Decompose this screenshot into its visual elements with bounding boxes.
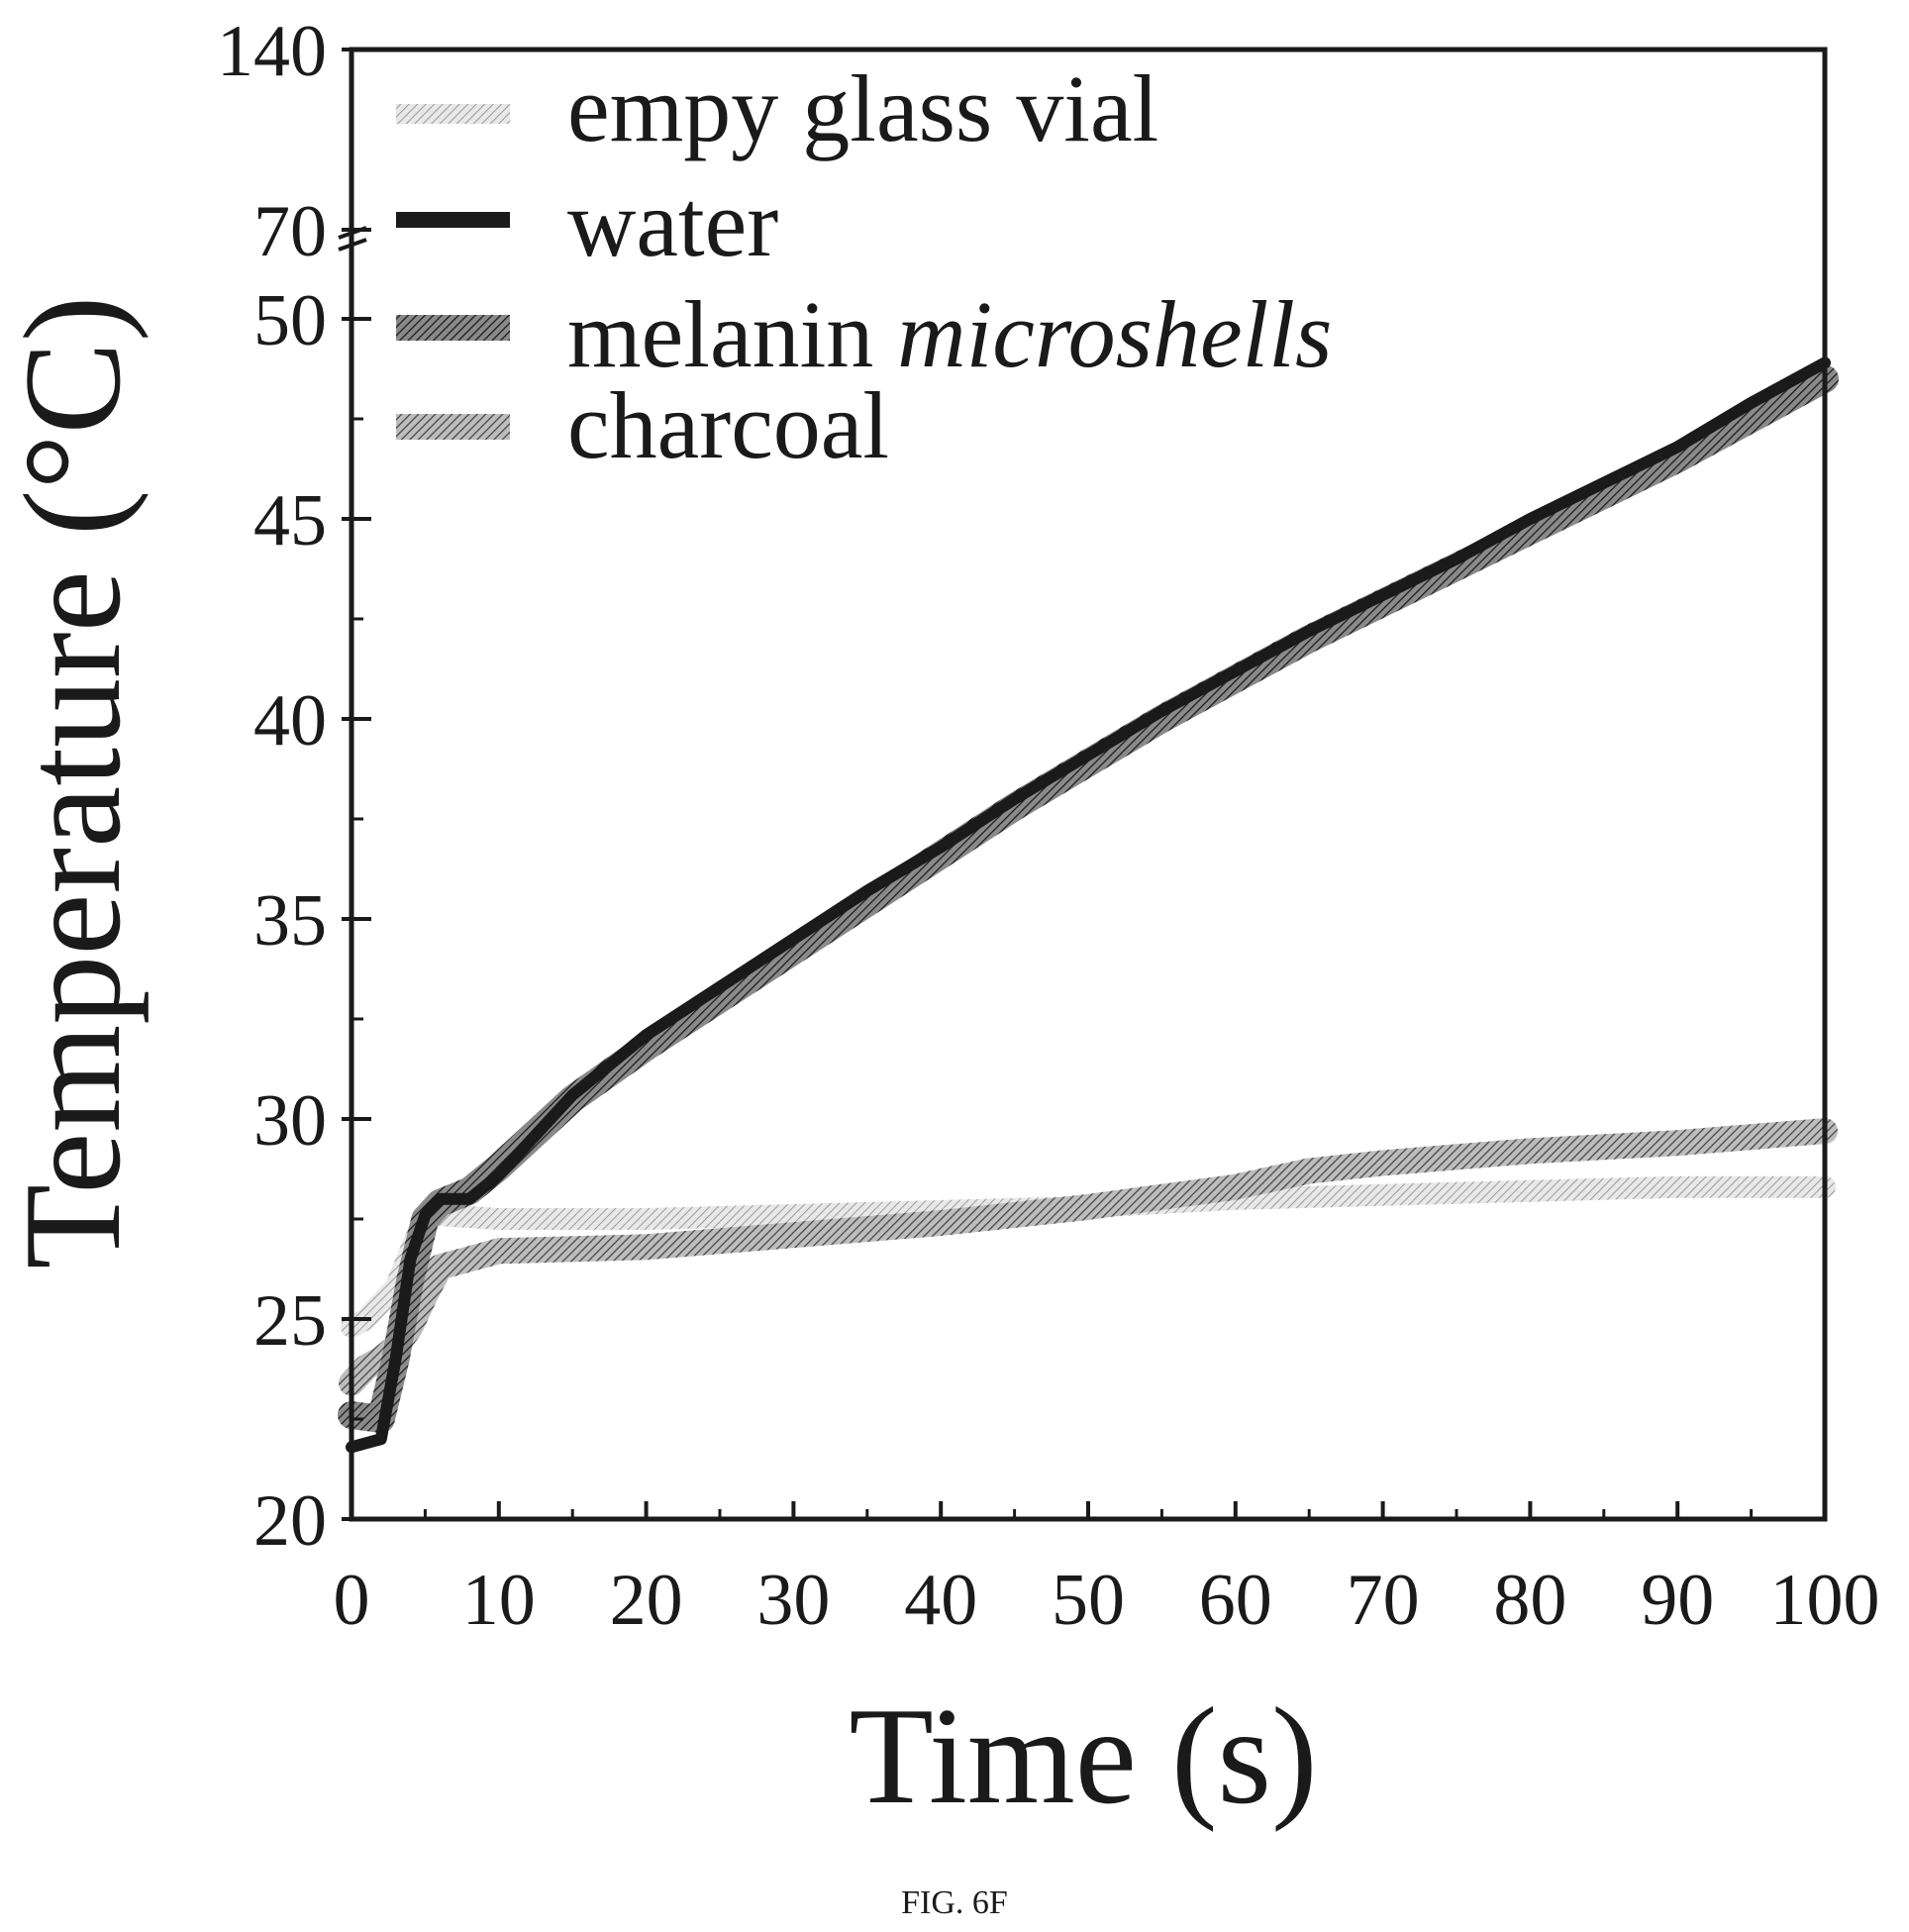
legend-item-empty-vial: empy glass vial: [396, 55, 1158, 161]
legend-swatch-charcoal: [396, 414, 510, 440]
series-line-melanin: [338, 364, 1839, 1433]
x-tick-label: 30: [756, 1560, 830, 1641]
y-tick-label: 35: [253, 880, 327, 962]
legend-item-water: water: [396, 170, 778, 276]
series-layer: [338, 356, 1839, 1454]
y-tick-label: 45: [253, 480, 327, 561]
y-tick-label: 25: [253, 1280, 327, 1362]
x-tick-label: 80: [1493, 1560, 1566, 1641]
x-tick-label: 100: [1770, 1560, 1880, 1641]
y-tick-label: 20: [253, 1480, 327, 1562]
series-line-charcoal: [339, 1118, 1838, 1396]
y-tick-label: 70: [253, 191, 327, 272]
legend-swatch-water: [396, 212, 510, 228]
legend: empy glass vial water melanin microshell…: [396, 55, 1332, 478]
legend-label-melanin: melanin microshells: [567, 281, 1332, 387]
x-tick-label: 70: [1347, 1560, 1420, 1641]
legend-item-melanin: melanin microshells: [396, 281, 1332, 387]
x-tick-label: 0: [334, 1560, 370, 1641]
y-tick-label: 50: [253, 280, 327, 361]
y-tick-label: 140: [217, 11, 327, 92]
legend-swatch-empty-vial: [396, 104, 510, 124]
figure-caption: FIG. 6F: [901, 1884, 1008, 1921]
series-line-water: [346, 356, 1831, 1454]
legend-item-charcoal: charcoal: [396, 372, 889, 478]
y-tick-label: 30: [253, 1080, 327, 1162]
x-tick-label: 60: [1199, 1560, 1272, 1641]
legend-label-water: water: [567, 170, 778, 276]
legend-swatch-melanin: [396, 315, 510, 341]
x-axis: 0 10 20 30 40 50 60 70 80 90 100: [334, 1501, 1880, 1641]
y-tick-label: 40: [253, 680, 327, 762]
x-tick-label: 40: [904, 1560, 977, 1641]
x-tick-label: 10: [462, 1560, 536, 1641]
legend-label-empty-vial: empy glass vial: [567, 55, 1158, 161]
legend-label-charcoal: charcoal: [567, 372, 889, 478]
x-tick-label: 90: [1641, 1560, 1714, 1641]
x-tick-label: 20: [610, 1560, 683, 1641]
x-axis-title: Time (s): [849, 1679, 1317, 1833]
y-axis-break-marks: [338, 226, 367, 252]
y-axis-title: Temperature (°C): [0, 296, 150, 1270]
x-tick-label: 50: [1052, 1560, 1125, 1641]
